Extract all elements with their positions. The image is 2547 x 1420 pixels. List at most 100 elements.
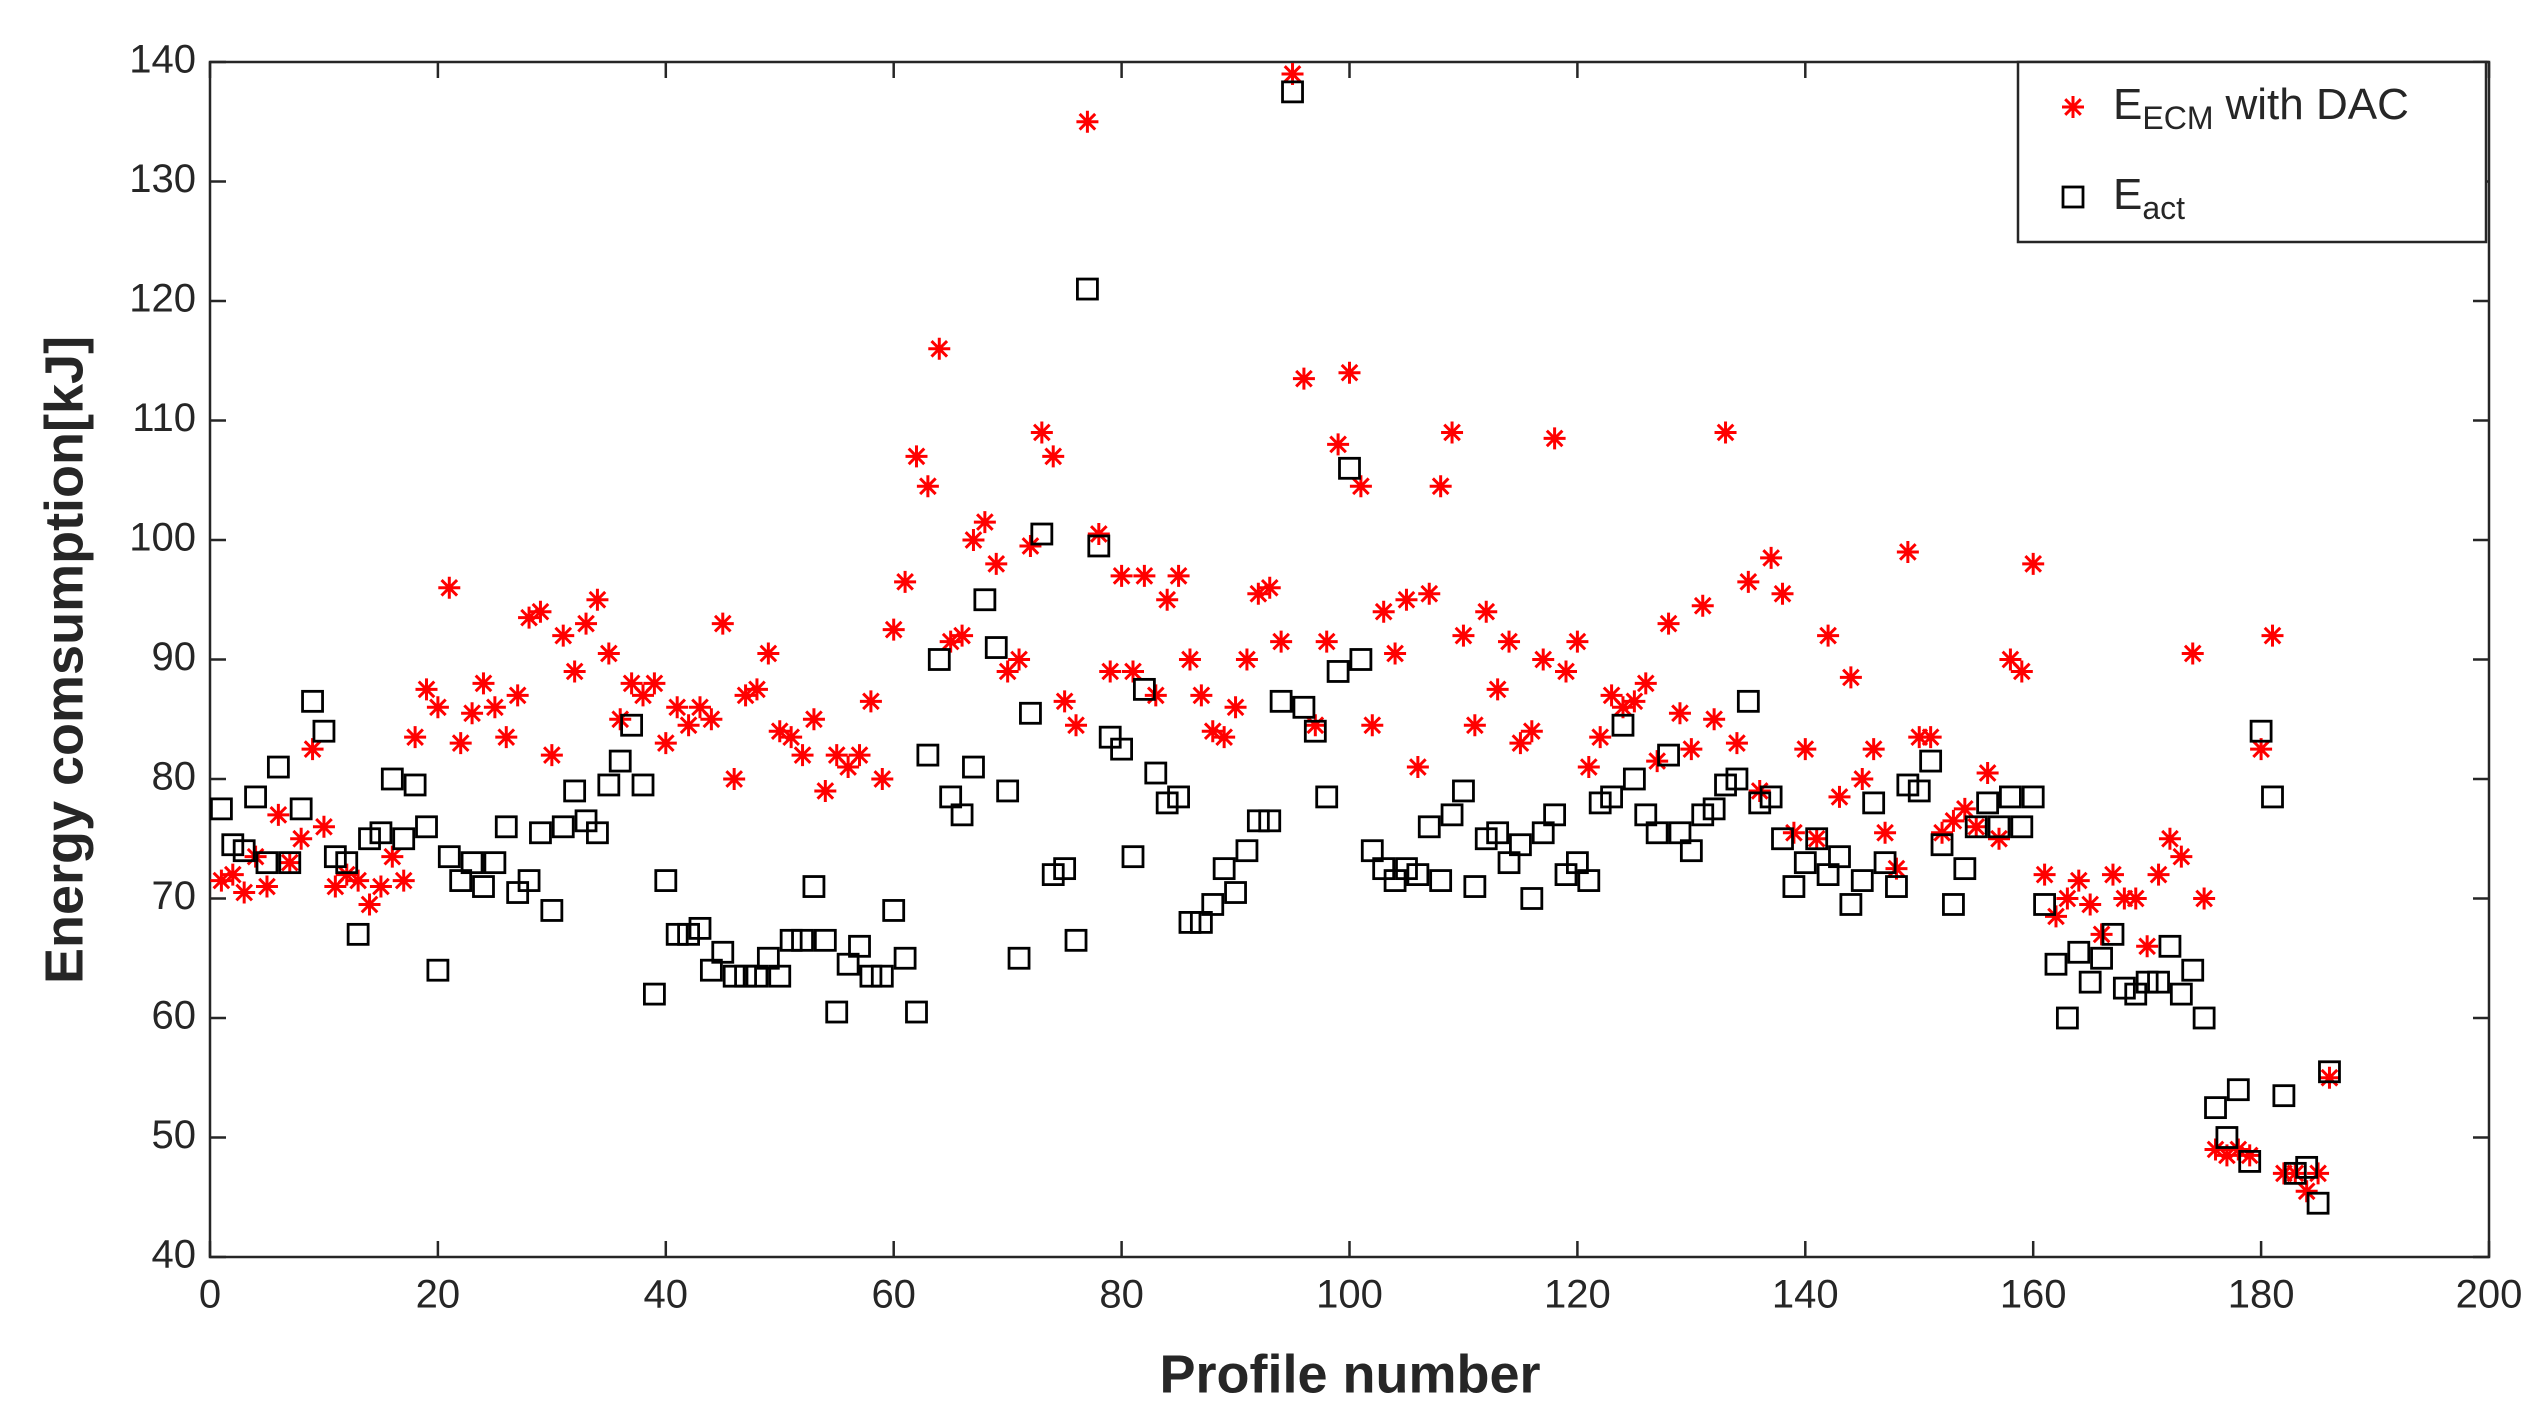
data-point — [1919, 749, 1943, 773]
data-point — [1782, 821, 1805, 844]
data-point — [1611, 696, 1634, 719]
data-point — [905, 445, 928, 468]
data-point — [1235, 839, 1259, 863]
data-point — [1907, 779, 1931, 803]
data-point — [620, 713, 644, 737]
data-point — [2067, 869, 2090, 892]
data-point — [882, 899, 906, 922]
data-point — [1258, 809, 1282, 833]
data-point — [597, 773, 621, 797]
data-point — [1201, 893, 1225, 916]
data-point — [1908, 726, 1931, 749]
data-point — [1862, 738, 1885, 761]
data-point — [586, 821, 609, 845]
y-tick-label: 120 — [129, 277, 196, 321]
data-point — [1555, 660, 1578, 683]
data-point — [1509, 833, 1532, 857]
data-point — [837, 756, 860, 779]
data-point — [1896, 540, 1919, 563]
x-axis-label: Profile number — [1159, 1344, 1540, 1404]
data-point — [347, 869, 370, 892]
data-point — [984, 636, 1008, 659]
data-point — [1076, 277, 1099, 301]
data-point — [2272, 1084, 2296, 1108]
data-point — [688, 916, 712, 940]
data-point — [369, 875, 392, 898]
data-point — [1532, 648, 1555, 671]
data-point — [255, 851, 279, 875]
data-point — [1657, 612, 1680, 635]
data-point — [1987, 815, 2011, 839]
data-point — [1247, 582, 1270, 605]
data-point — [813, 928, 837, 952]
data-point — [1611, 713, 1635, 737]
data-point — [1600, 785, 1623, 809]
data-point — [859, 690, 882, 713]
data-point — [1190, 684, 1213, 707]
data-point — [2226, 1078, 2250, 1102]
data-point — [916, 475, 939, 498]
data-point — [221, 863, 244, 886]
data-point — [1441, 421, 1464, 444]
data-point — [2250, 738, 2273, 761]
data-point — [1452, 779, 1475, 803]
data-point — [210, 869, 233, 892]
data-point — [278, 851, 302, 875]
data-point — [1828, 845, 1851, 869]
data-point — [768, 720, 791, 743]
data-point — [1782, 875, 1806, 898]
data-point — [2022, 552, 2045, 575]
data-point — [1680, 738, 1703, 761]
data-point — [848, 744, 871, 767]
data-point — [2295, 1155, 2319, 1179]
data-point — [586, 588, 609, 611]
data-point — [973, 588, 997, 612]
legend-text-part: E — [2113, 80, 2142, 129]
data-point — [1577, 869, 1601, 892]
data-point — [620, 672, 643, 695]
data-point — [335, 863, 358, 886]
data-point — [1349, 475, 1372, 498]
data-point — [631, 773, 655, 797]
data-point — [472, 875, 495, 898]
data-point — [552, 624, 575, 647]
x-tick-label: 100 — [1316, 1273, 1383, 1317]
data-point — [1714, 421, 1737, 444]
data-point — [802, 708, 825, 731]
data-point — [415, 678, 438, 701]
y-tick-label: 110 — [132, 396, 196, 440]
data-point — [1999, 785, 2022, 809]
data-point — [2261, 624, 2284, 647]
data-point — [392, 869, 415, 892]
data-point — [1885, 875, 1908, 898]
data-point — [1850, 869, 1874, 892]
data-point — [973, 511, 996, 534]
y-tick-label: 70 — [152, 874, 197, 918]
data-point — [426, 696, 449, 719]
data-point — [700, 708, 723, 731]
data-point — [1463, 875, 1487, 898]
data-point — [791, 928, 814, 952]
x-tick-label: 160 — [2000, 1273, 2067, 1317]
y-axis-label: Energy comsumption[kJ] — [34, 336, 94, 984]
data-point — [1406, 756, 1429, 779]
data-point — [2010, 660, 2033, 683]
data-point — [1873, 851, 1897, 875]
data-point — [506, 684, 529, 707]
data-point — [233, 881, 256, 904]
data-point — [301, 738, 324, 761]
x-tick-label: 60 — [871, 1273, 916, 1317]
data-point — [996, 660, 1019, 683]
data-point — [1566, 630, 1589, 653]
data-point — [301, 689, 324, 713]
data-point — [2204, 1096, 2227, 1120]
data-point — [951, 624, 974, 647]
data-point — [870, 964, 894, 988]
data-point — [1053, 690, 1076, 713]
data-point — [1600, 684, 1623, 707]
data-point — [2033, 893, 2056, 916]
data-point — [1679, 839, 1703, 863]
x-tick-label: 80 — [1099, 1273, 1144, 1317]
data-point — [358, 893, 381, 916]
data-point — [1144, 761, 1168, 785]
